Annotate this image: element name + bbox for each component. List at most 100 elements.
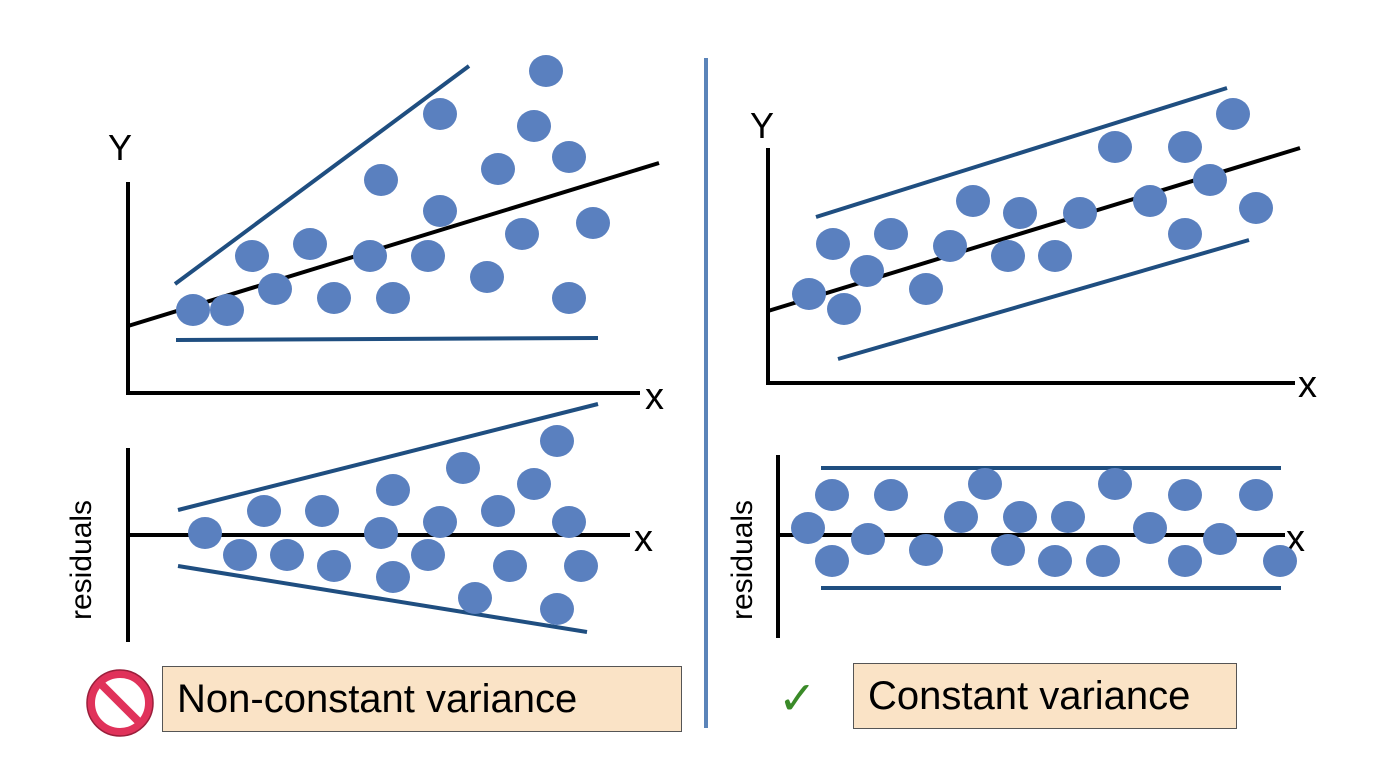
left-top-point — [176, 294, 210, 326]
right-top-point — [1216, 98, 1250, 130]
left-res-point — [552, 506, 586, 538]
left-top-point — [529, 55, 563, 87]
left-top-point — [317, 282, 351, 314]
checkmark-icon: ✓ — [778, 671, 817, 725]
right-top-point — [1133, 185, 1167, 217]
left-res-upper-envelope — [177, 402, 599, 512]
left-res-point — [247, 495, 281, 527]
right-res-point — [851, 523, 885, 555]
right-res-point — [1239, 479, 1273, 511]
right-top-point — [816, 228, 850, 260]
left-top-point — [364, 164, 398, 196]
left-res-point — [446, 452, 480, 484]
left-top-x-label: x — [645, 376, 664, 418]
left-top-y-label: Y — [108, 127, 132, 168]
left-res-point — [493, 550, 527, 582]
right-top-point — [1168, 218, 1202, 250]
right-res-point — [1133, 512, 1167, 544]
right-top-point — [1038, 240, 1072, 272]
caption-right-text: Constant variance — [868, 673, 1191, 718]
right-top-y-label: Y — [750, 105, 774, 146]
right-scatter-plot: Y x — [750, 86, 1317, 406]
left-res-point — [517, 468, 551, 500]
left-top-point — [376, 282, 410, 314]
right-top-point — [1239, 192, 1273, 224]
left-res-point — [376, 474, 410, 506]
right-top-point — [792, 278, 826, 310]
left-res-x-label: x — [634, 518, 653, 560]
right-top-lower-envelope — [837, 238, 1250, 361]
right-res-point — [874, 479, 908, 511]
left-res-point — [223, 539, 257, 571]
left-top-point — [481, 153, 515, 185]
right-res-point — [991, 534, 1025, 566]
left-top-point — [576, 207, 610, 239]
right-top-point — [956, 185, 990, 217]
left-top-point — [505, 218, 539, 250]
left-top-point — [411, 240, 445, 272]
right-top-point — [909, 273, 943, 305]
right-res-point — [909, 534, 943, 566]
right-res-point — [1168, 479, 1202, 511]
right-res-point — [1203, 523, 1237, 555]
no-entry-icon — [86, 669, 154, 737]
constant-variance-caption: Constant variance — [853, 663, 1237, 729]
right-res-point — [1263, 545, 1297, 577]
left-res-point — [270, 539, 304, 571]
right-top-point — [874, 218, 908, 250]
left-res-y-label: residuals — [65, 500, 98, 620]
left-top-point — [423, 195, 457, 227]
non-constant-variance-caption: Non-constant variance — [162, 666, 682, 732]
left-res-point — [317, 550, 351, 582]
right-top-point — [1193, 164, 1227, 196]
left-top-point — [353, 240, 387, 272]
right-residual-plot: residuals x — [726, 455, 1305, 638]
right-top-point — [1168, 131, 1202, 163]
right-res-point — [815, 479, 849, 511]
left-res-point — [423, 506, 457, 538]
right-top-point — [933, 230, 967, 262]
left-top-point — [258, 273, 292, 305]
left-top-upper-envelope — [173, 64, 471, 286]
left-top-point — [423, 98, 457, 130]
left-top-point — [552, 282, 586, 314]
left-res-point — [188, 517, 222, 549]
right-top-point — [827, 293, 861, 325]
left-residual-plot: residuals x — [65, 402, 653, 642]
left-top-point — [235, 240, 269, 272]
left-top-point — [552, 141, 586, 173]
left-res-point — [364, 517, 398, 549]
right-top-point — [991, 240, 1025, 272]
right-res-point — [1168, 545, 1202, 577]
right-top-point — [1098, 131, 1132, 163]
right-res-point — [1051, 501, 1085, 533]
left-top-lower-envelope — [175, 336, 599, 342]
left-res-point — [305, 495, 339, 527]
right-top-upper-envelope — [815, 86, 1228, 219]
left-res-point — [540, 593, 574, 625]
right-res-point — [1086, 545, 1120, 577]
left-res-point — [564, 550, 598, 582]
left-top-point — [517, 110, 551, 142]
left-res-point — [376, 561, 410, 593]
right-res-y-label: residuals — [726, 500, 759, 620]
left-res-lower-envelope — [177, 564, 588, 634]
right-top-x-label: x — [1298, 364, 1317, 406]
left-res-point — [458, 582, 492, 614]
left-scatter-plot: Y x — [108, 55, 664, 418]
left-top-point — [470, 261, 504, 293]
right-res-point — [1098, 468, 1132, 500]
right-res-point — [815, 545, 849, 577]
left-res-point — [481, 495, 515, 527]
right-res-point — [1038, 545, 1072, 577]
right-res-point — [968, 468, 1002, 500]
right-res-point — [1003, 501, 1037, 533]
left-top-point — [293, 228, 327, 260]
caption-left-text: Non-constant variance — [177, 676, 578, 721]
right-res-point — [944, 501, 978, 533]
right-top-point — [1063, 197, 1097, 229]
right-res-point — [791, 512, 825, 544]
right-top-point — [850, 255, 884, 287]
left-top-point — [210, 294, 244, 326]
